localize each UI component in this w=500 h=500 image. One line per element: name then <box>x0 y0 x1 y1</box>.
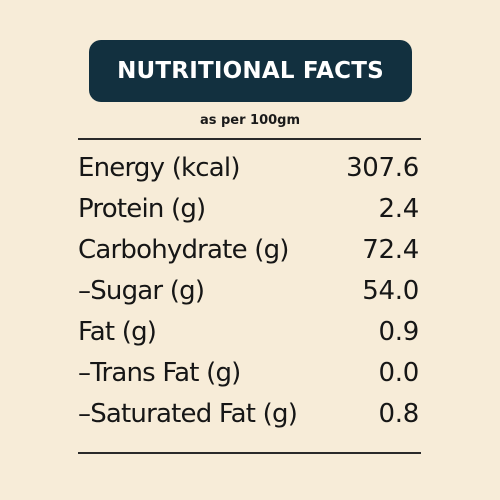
nutrition-row-protein: Protein (g) 2.4 <box>78 188 419 229</box>
nutrient-value: 0.9 <box>378 316 420 347</box>
nutrient-label: –Sugar (g) <box>78 275 205 306</box>
nutrient-value: 2.4 <box>378 193 420 224</box>
nutrient-value: 0.0 <box>378 357 420 388</box>
serving-basis: as per 100gm <box>199 113 301 128</box>
nutrition-row-fat: Fat (g) 0.9 <box>78 311 419 352</box>
nutrition-row-saturated-fat: –Saturated Fat (g) 0.8 <box>78 393 419 434</box>
title-banner: NUTRITIONAL FACTS <box>89 40 412 102</box>
nutrient-label: Protein (g) <box>78 193 206 224</box>
nutrition-row-energy: Energy (kcal) 307.6 <box>78 147 419 188</box>
nutrient-label: Carbohydrate (g) <box>78 234 289 265</box>
nutrition-row-trans-fat: –Trans Fat (g) 0.0 <box>78 352 419 393</box>
nutrient-value: 0.8 <box>378 398 420 429</box>
nutrient-label: –Trans Fat (g) <box>78 357 241 388</box>
nutrition-row-carbohydrate: Carbohydrate (g) 72.4 <box>78 229 419 270</box>
nutrition-table: Energy (kcal) 307.6 Protein (g) 2.4 Carb… <box>78 147 419 434</box>
nutrient-value: 72.4 <box>362 234 419 265</box>
bottom-divider <box>78 452 421 454</box>
nutrition-row-sugar: –Sugar (g) 54.0 <box>78 270 419 311</box>
nutrient-label: Fat (g) <box>78 316 157 347</box>
page-title: NUTRITIONAL FACTS <box>117 58 384 84</box>
nutrient-value: 307.6 <box>346 152 419 183</box>
nutrient-label: –Saturated Fat (g) <box>78 398 298 429</box>
nutrient-value: 54.0 <box>362 275 419 306</box>
nutrient-label: Energy (kcal) <box>78 152 240 183</box>
top-divider <box>78 138 421 140</box>
